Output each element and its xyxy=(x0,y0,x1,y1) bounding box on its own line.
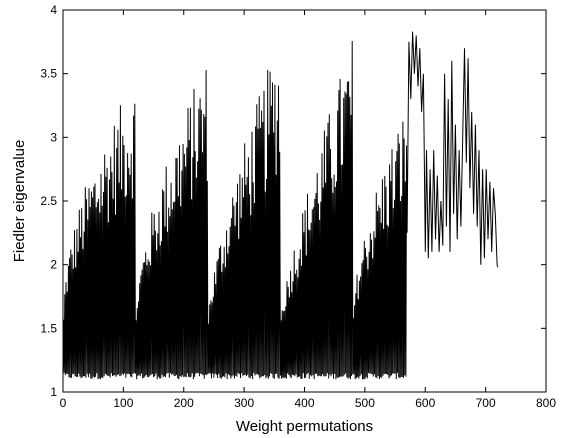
y-tick-label: 1 xyxy=(50,385,57,399)
x-tick-label: 300 xyxy=(234,396,254,410)
x-axis-ticks: 0 100 200 300 400 500 600 700 800 xyxy=(60,10,556,410)
x-tick-label: 200 xyxy=(174,396,194,410)
x-tick-label: 100 xyxy=(113,396,133,410)
x-tick-label: 600 xyxy=(415,396,435,410)
y-axis-label: Fiedler eigenvalue xyxy=(11,140,28,263)
y-tick-label: 2 xyxy=(50,258,57,272)
x-axis-label: Weight permutations xyxy=(236,418,373,435)
x-tick-label: 700 xyxy=(476,396,496,410)
x-tick-label: 0 xyxy=(60,396,67,410)
y-tick-label: 3.5 xyxy=(40,67,57,81)
x-tick-label: 400 xyxy=(294,396,314,410)
y-tick-label: 3 xyxy=(50,130,57,144)
x-tick-label: 500 xyxy=(355,396,375,410)
y-tick-label: 4 xyxy=(50,3,57,17)
x-tick-label: 800 xyxy=(536,396,556,410)
series-line xyxy=(62,31,499,380)
y-tick-label: 1.5 xyxy=(40,321,57,335)
y-tick-label: 2.5 xyxy=(40,194,57,208)
